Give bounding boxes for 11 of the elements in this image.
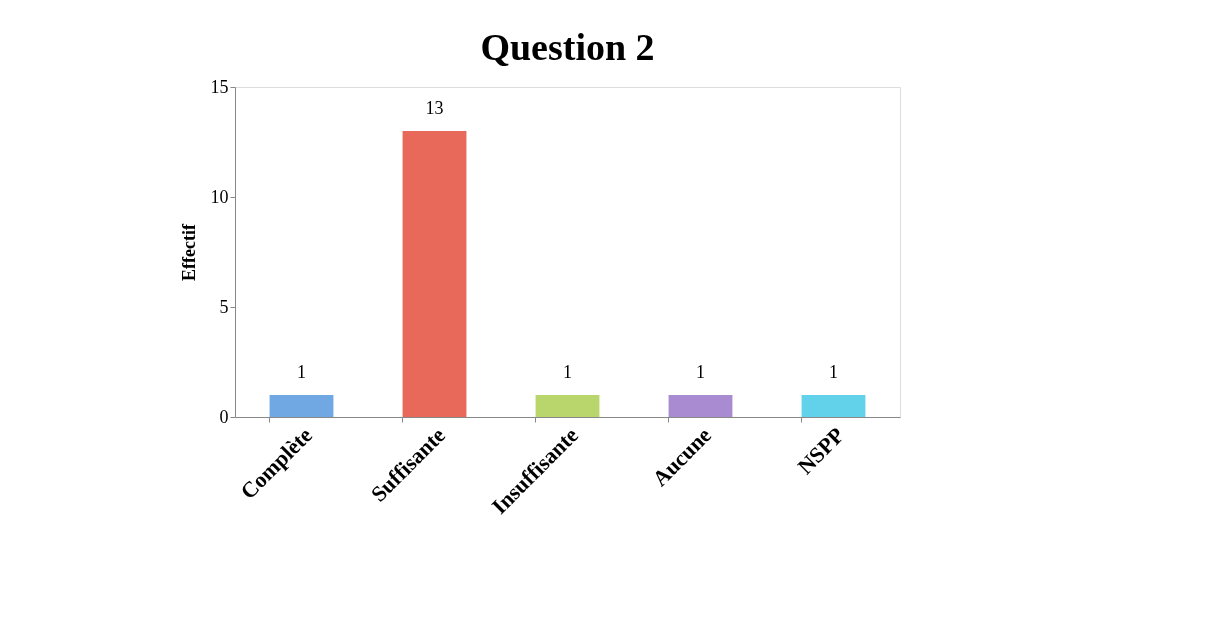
y-tick-label: 15 bbox=[210, 76, 229, 97]
chart-title: Question 2 bbox=[480, 26, 655, 68]
data-label: 1 bbox=[563, 362, 572, 382]
data-label: 1 bbox=[829, 362, 838, 382]
data-label: 13 bbox=[425, 98, 444, 118]
y-tick-label: 0 bbox=[219, 406, 229, 427]
y-axis-title: Effectif bbox=[178, 223, 199, 281]
data-label: 1 bbox=[297, 362, 306, 382]
data-label: 1 bbox=[696, 362, 705, 382]
y-tick-label: 5 bbox=[219, 296, 229, 317]
y-tick-label: 10 bbox=[210, 186, 229, 207]
